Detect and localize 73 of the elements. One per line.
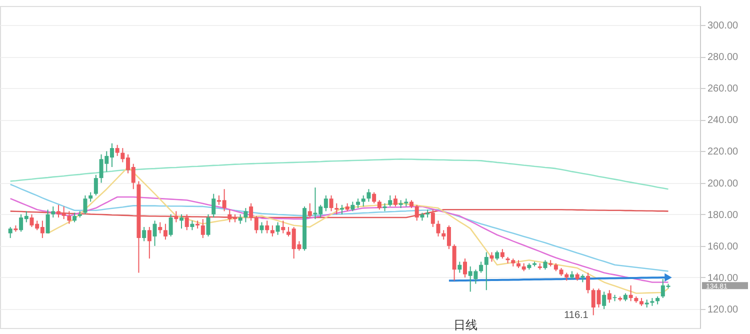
candlestick [147,226,152,260]
candlestick [265,220,270,234]
candlestick [83,194,88,215]
candlestick [260,222,264,234]
candlestick [200,218,205,239]
y-tick-label: 260.00 [708,84,739,95]
candlestick [377,200,382,210]
candlestick [174,210,178,223]
candlestick [168,214,173,237]
candlestick [51,206,56,218]
y-tick-label: 280.00 [708,52,739,64]
candlestick [602,291,606,310]
candlestick [586,272,590,294]
y-tick-label: 120.00 [708,304,739,316]
candlestick [115,144,120,156]
candlestick [238,214,242,224]
candlestick [329,194,334,212]
candlestick [152,220,157,246]
candlestick [163,223,168,240]
candlestick [142,226,146,242]
candlestick [180,214,184,230]
line-series [10,158,669,190]
candlestick [607,290,612,304]
candlestick [308,202,312,218]
candlestick [67,210,72,224]
candlestick [452,244,456,282]
candlestick [212,193,216,218]
candlestick [8,226,12,239]
candlestick [334,202,339,215]
y-tick-label: 180.00 [708,210,739,221]
candlestick [366,188,371,202]
y-tick-label: 160.00 [708,241,739,252]
candlestick [361,194,366,207]
y-tick-label: 240.00 [708,115,739,126]
candlestick [46,209,50,234]
candlestick [372,192,376,204]
candlestick [281,220,286,234]
candlestick [249,202,254,222]
candlestick [458,261,462,274]
candlestick [479,261,484,274]
candlestick [495,250,500,261]
y-tick-label: 300.00 [708,20,739,32]
annotation: 116.1 [564,310,589,322]
candlestick [88,192,93,202]
candlestick [393,194,398,207]
candlestick [543,260,548,270]
y-tick-label: 220.00 [708,146,739,158]
candlestick [184,214,189,231]
candlestick [190,220,194,231]
candlestick [490,252,494,262]
annotation: 日线 [454,318,478,332]
candlestick [254,215,258,234]
y-tick-label: 140.00 [708,272,739,284]
candlestick [350,201,355,212]
candlestick [436,220,440,237]
candlestick [72,212,77,223]
candlestick [276,222,280,236]
line-series [10,184,669,272]
candlestick [340,204,344,215]
candlestick [158,222,162,234]
candlestick [244,208,248,223]
y-tick-label: 200.00 [708,178,739,190]
candlestick [270,224,274,237]
candlestick [500,248,504,260]
candlestick [94,174,98,196]
candlestick [463,258,467,278]
candlestick [430,209,435,228]
candlestick [206,214,210,237]
candlestick [628,284,633,302]
candlestick [484,252,488,291]
candlestick [414,204,419,222]
candlestick [356,198,360,209]
candlestick [388,194,392,207]
